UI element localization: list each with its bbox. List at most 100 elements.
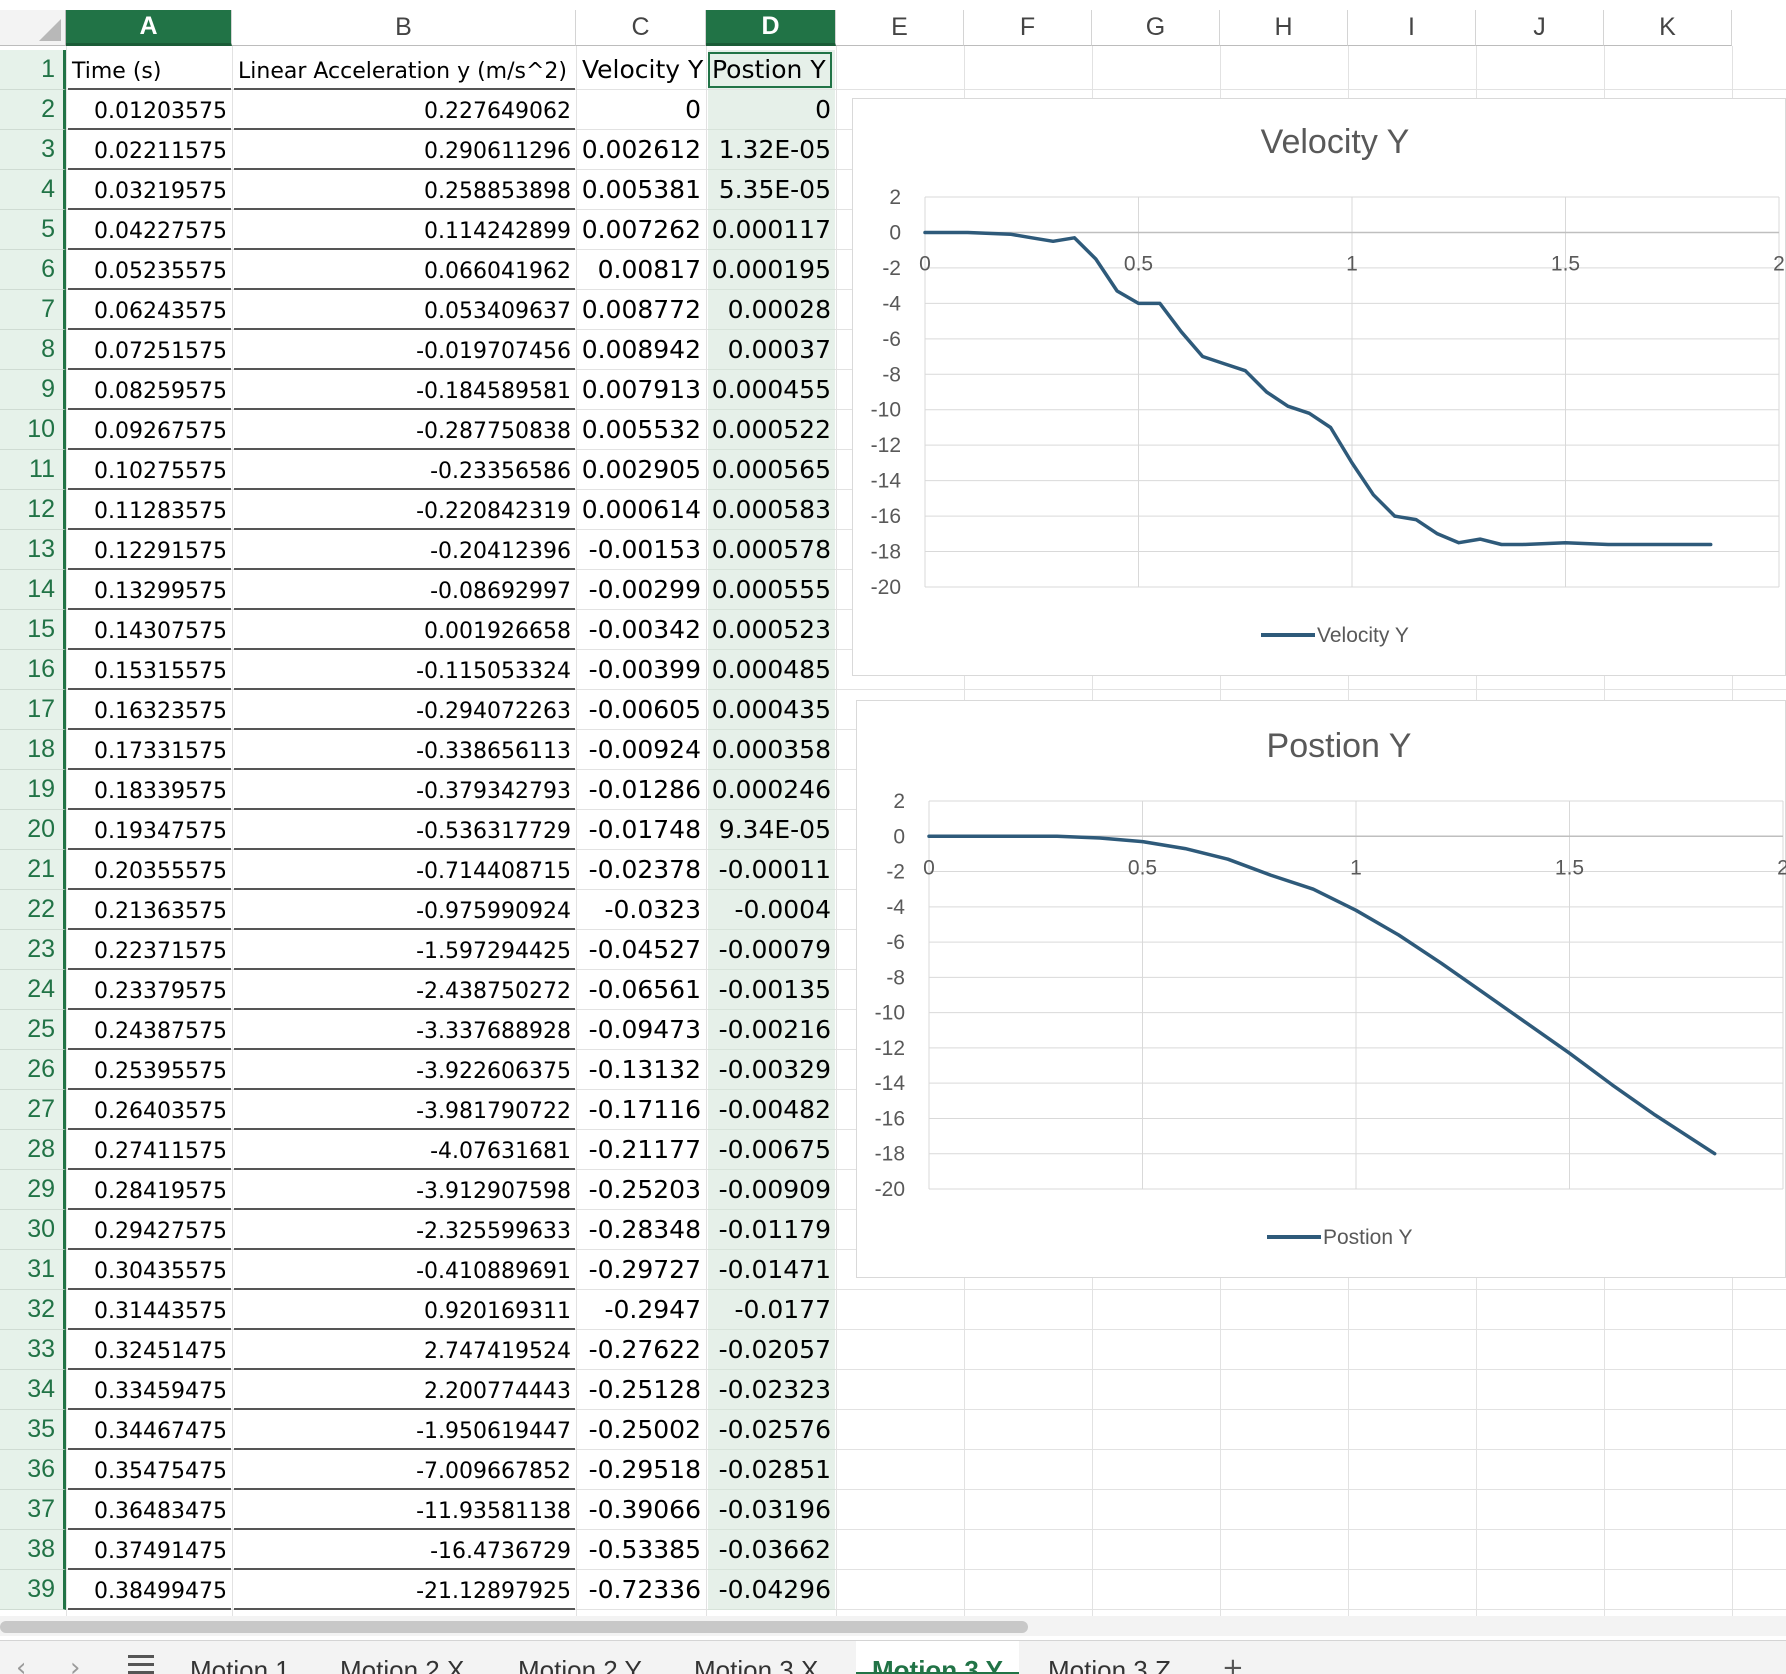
cell-time[interactable]: 0.06243575 bbox=[68, 290, 231, 330]
cell-velocity[interactable]: -0.02378 bbox=[578, 850, 705, 890]
cell-time[interactable]: 0.07251575 bbox=[68, 330, 231, 370]
cell-acceleration[interactable]: -2.325599633 bbox=[234, 1210, 575, 1250]
cell-acceleration[interactable]: -0.20412396 bbox=[234, 530, 575, 570]
cell-acceleration[interactable]: -2.438750272 bbox=[234, 970, 575, 1010]
cell-velocity[interactable]: -0.29518 bbox=[578, 1450, 705, 1490]
cell-position[interactable]: 1.32E-05 bbox=[708, 130, 835, 170]
horizontal-scrollbar[interactable] bbox=[0, 1616, 1786, 1636]
cell-velocity[interactable]: -0.17116 bbox=[578, 1090, 705, 1130]
cell-acceleration[interactable]: 0.920169311 bbox=[234, 1290, 575, 1330]
row-header-35[interactable]: 35 bbox=[0, 1410, 66, 1450]
cell-position[interactable]: -0.00079 bbox=[708, 930, 835, 970]
column-header-e[interactable]: E bbox=[836, 10, 964, 46]
cell-position[interactable]: 0 bbox=[708, 90, 835, 130]
cell-position[interactable]: 0.000117 bbox=[708, 210, 835, 250]
cell-acceleration[interactable]: 0.114242899 bbox=[234, 210, 575, 250]
row-header-4[interactable]: 4 bbox=[0, 170, 66, 210]
cell-velocity[interactable]: -0.25002 bbox=[578, 1410, 705, 1450]
cell-velocity[interactable]: -0.53385 bbox=[578, 1530, 705, 1570]
cell-velocity[interactable]: 0.00817 bbox=[578, 250, 705, 290]
column-header-h[interactable]: H bbox=[1220, 10, 1348, 46]
cell-time[interactable]: 0.20355575 bbox=[68, 850, 231, 890]
cell-acceleration[interactable]: -0.220842319 bbox=[234, 490, 575, 530]
cell-position[interactable]: 0.000565 bbox=[708, 450, 835, 490]
cell-acceleration[interactable]: -0.338656113 bbox=[234, 730, 575, 770]
cell-velocity[interactable]: 0.000614 bbox=[578, 490, 705, 530]
cell-time[interactable]: 0.17331575 bbox=[68, 730, 231, 770]
sheet-tab-motion-2-x[interactable]: Motion 2 X bbox=[340, 1655, 465, 1674]
row-header-3[interactable]: 3 bbox=[0, 130, 66, 170]
cell-acceleration[interactable]: -0.714408715 bbox=[234, 850, 575, 890]
cell-position[interactable]: 0.000583 bbox=[708, 490, 835, 530]
select-all-corner[interactable] bbox=[0, 10, 66, 46]
header-time[interactable]: Time (s) bbox=[68, 50, 231, 90]
row-header-8[interactable]: 8 bbox=[0, 330, 66, 370]
cell-position[interactable]: -0.03196 bbox=[708, 1490, 835, 1530]
cell-acceleration[interactable]: -1.950619447 bbox=[234, 1410, 575, 1450]
cell-velocity[interactable]: -0.04527 bbox=[578, 930, 705, 970]
cell-time[interactable]: 0.26403575 bbox=[68, 1090, 231, 1130]
column-header-b[interactable]: B bbox=[232, 10, 576, 46]
cell-time[interactable]: 0.14307575 bbox=[68, 610, 231, 650]
cell-time[interactable]: 0.27411575 bbox=[68, 1130, 231, 1170]
cell-time[interactable]: 0.01203575 bbox=[68, 90, 231, 130]
cell-time[interactable]: 0.10275575 bbox=[68, 450, 231, 490]
row-header-6[interactable]: 6 bbox=[0, 250, 66, 290]
cell-position[interactable]: -0.00135 bbox=[708, 970, 835, 1010]
cell-position[interactable]: -0.0004 bbox=[708, 890, 835, 930]
cell-acceleration[interactable]: -0.08692997 bbox=[234, 570, 575, 610]
cell-velocity[interactable]: -0.00342 bbox=[578, 610, 705, 650]
cell-time[interactable]: 0.30435575 bbox=[68, 1250, 231, 1290]
cell-velocity[interactable]: 0.002612 bbox=[578, 130, 705, 170]
cell-velocity[interactable]: -0.00924 bbox=[578, 730, 705, 770]
cell-velocity[interactable]: -0.25128 bbox=[578, 1370, 705, 1410]
sheet-tab-motion-3-z[interactable]: Motion 3 Z bbox=[1048, 1655, 1171, 1674]
cell-acceleration[interactable]: -4.07631681 bbox=[234, 1130, 575, 1170]
row-header-24[interactable]: 24 bbox=[0, 970, 66, 1010]
cell-position[interactable]: 0.00037 bbox=[708, 330, 835, 370]
cell-acceleration[interactable]: 0.001926658 bbox=[234, 610, 575, 650]
cell-time[interactable]: 0.37491475 bbox=[68, 1530, 231, 1570]
row-header-28[interactable]: 28 bbox=[0, 1130, 66, 1170]
cell-position[interactable]: 0.000555 bbox=[708, 570, 835, 610]
cell-acceleration[interactable]: -0.115053324 bbox=[234, 650, 575, 690]
row-header-14[interactable]: 14 bbox=[0, 570, 66, 610]
velocity-chart[interactable]: Velocity Y 2 0 -2 -4 -6 -8 -10 -12 -14 -16 -18 -20 0 0… bbox=[852, 98, 1786, 676]
row-header-19[interactable]: 19 bbox=[0, 770, 66, 810]
cell-velocity[interactable]: 0 bbox=[578, 90, 705, 130]
row-header-25[interactable]: 25 bbox=[0, 1010, 66, 1050]
cell-acceleration[interactable]: -0.410889691 bbox=[234, 1250, 575, 1290]
cell-velocity[interactable]: -0.25203 bbox=[578, 1170, 705, 1210]
cell-time[interactable]: 0.16323575 bbox=[68, 690, 231, 730]
prev-sheet-icon[interactable]: ‹ bbox=[16, 1653, 27, 1674]
cell-acceleration[interactable]: 0.053409637 bbox=[234, 290, 575, 330]
cell-position[interactable]: 9.34E-05 bbox=[708, 810, 835, 850]
row-header-2[interactable]: 2 bbox=[0, 90, 66, 130]
cell-position[interactable]: -0.0177 bbox=[708, 1290, 835, 1330]
header-acceleration[interactable]: Linear Acceleration y (m/s^2) bbox=[234, 50, 575, 90]
cell-acceleration[interactable]: -0.379342793 bbox=[234, 770, 575, 810]
cell-time[interactable]: 0.32451475 bbox=[68, 1330, 231, 1370]
sheet-tab-motion-3-x[interactable]: Motion 3 X bbox=[694, 1655, 819, 1674]
row-header-26[interactable]: 26 bbox=[0, 1050, 66, 1090]
row-header-23[interactable]: 23 bbox=[0, 930, 66, 970]
row-header-12[interactable]: 12 bbox=[0, 490, 66, 530]
cell-position[interactable]: -0.02576 bbox=[708, 1410, 835, 1450]
cell-velocity[interactable]: -0.01286 bbox=[578, 770, 705, 810]
row-header-21[interactable]: 21 bbox=[0, 850, 66, 890]
cell-time[interactable]: 0.19347575 bbox=[68, 810, 231, 850]
cell-acceleration[interactable]: 0.258853898 bbox=[234, 170, 575, 210]
cell-position[interactable]: 0.00028 bbox=[708, 290, 835, 330]
cell-position[interactable]: 5.35E-05 bbox=[708, 170, 835, 210]
position-chart[interactable]: Postion Y 2 0 -2 -4 -6 -8 -10 -12 -14 -16 -18 -20 0 0.… bbox=[856, 700, 1786, 1278]
cell-position[interactable]: -0.04296 bbox=[708, 1570, 835, 1610]
row-header-32[interactable]: 32 bbox=[0, 1290, 66, 1330]
column-header-j[interactable]: J bbox=[1476, 10, 1604, 46]
cell-velocity[interactable]: -0.00399 bbox=[578, 650, 705, 690]
next-sheet-icon[interactable]: › bbox=[70, 1653, 81, 1674]
cell-position[interactable]: 0.000358 bbox=[708, 730, 835, 770]
row-header-1[interactable]: 1 bbox=[0, 50, 66, 90]
cell-time[interactable]: 0.28419575 bbox=[68, 1170, 231, 1210]
column-header-k[interactable]: K bbox=[1604, 10, 1732, 46]
cell-velocity[interactable]: -0.39066 bbox=[578, 1490, 705, 1530]
